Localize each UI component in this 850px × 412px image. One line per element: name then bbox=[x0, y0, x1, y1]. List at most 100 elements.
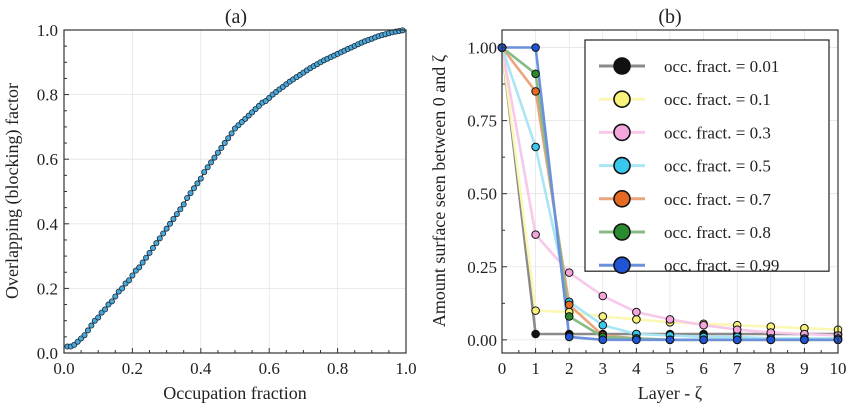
panel-b-y-tick-label: 0.75 bbox=[467, 112, 497, 131]
panel-a-x-tick-label: 1.0 bbox=[395, 359, 416, 378]
panel-b-data-point bbox=[632, 307, 641, 317]
legend-marker-swatch bbox=[613, 90, 631, 108]
panel-a-data-point bbox=[228, 130, 235, 137]
panel-a-grid bbox=[63, 29, 407, 354]
panel-b-x-tick-label: 9 bbox=[800, 359, 809, 378]
panel-b-data-point bbox=[665, 335, 675, 345]
panel-b-data-point bbox=[632, 335, 641, 345]
panel-b-y-tick-label: 0.00 bbox=[467, 331, 497, 350]
panel-a-data-point bbox=[190, 185, 197, 192]
panel-b-data-point bbox=[564, 312, 574, 321]
panel-a-data-point bbox=[180, 201, 187, 208]
panel-a-y-tick-label: 0.8 bbox=[37, 86, 58, 105]
panel-a-ticks: 0.0 0.2 0.4 0.6 0.8 1.0 0.0 0.2 0.4 0.6 0.8 1.0 bbox=[37, 21, 417, 378]
legend-marker-swatch bbox=[613, 223, 631, 241]
legend-label: occ. fract. = 0.5 bbox=[664, 157, 771, 176]
panel-b-data-point bbox=[564, 300, 574, 310]
panel-b-x-tick-label: 5 bbox=[666, 359, 675, 378]
panel-b-y-tick-label: 1.00 bbox=[467, 39, 497, 58]
panel-a-data-point bbox=[129, 272, 136, 279]
panel-a-data-point bbox=[112, 293, 119, 300]
panel-b-x-tick-label: 10 bbox=[830, 359, 847, 378]
panel-b-data-point bbox=[598, 312, 608, 321]
panel-b-x-tick-label: 0 bbox=[498, 359, 507, 378]
panel-a-plot-area bbox=[64, 27, 406, 350]
legend-label: occ. fract. = 0.99 bbox=[664, 256, 779, 275]
panel-a-data-point bbox=[143, 254, 150, 261]
panel-a-data-point bbox=[211, 154, 218, 161]
panel-a-x-tick-label: 0.2 bbox=[122, 359, 143, 378]
panel-a-data-point bbox=[153, 240, 160, 247]
panel-a-y-axis-label: Overlapping (blocking) factor bbox=[2, 83, 23, 299]
panel-a-data-point bbox=[160, 230, 167, 237]
panel-a-data-point bbox=[187, 190, 194, 197]
panel-b-x-tick-label: 4 bbox=[632, 359, 641, 378]
legend-marker-swatch bbox=[613, 57, 631, 75]
panel-a-data-point bbox=[194, 180, 201, 187]
panel-b-x-tick-label: 1 bbox=[531, 359, 540, 378]
panel-b-data-point bbox=[699, 320, 708, 330]
panel-a-data-point bbox=[88, 322, 95, 329]
legend-marker-swatch bbox=[613, 156, 631, 175]
panel-a-data-point bbox=[173, 211, 180, 218]
panel-a-data-point bbox=[177, 206, 184, 213]
legend-label: occ. fract. = 0.7 bbox=[664, 190, 771, 209]
panel-a-data-point bbox=[139, 259, 146, 266]
panel-a-data-point bbox=[163, 225, 170, 232]
panel-a-data-point bbox=[221, 140, 228, 147]
legend-marker-swatch bbox=[613, 123, 631, 142]
panel-a-data-point bbox=[108, 298, 115, 305]
panel-b-data-point bbox=[699, 335, 708, 345]
panel-a-data-point bbox=[81, 332, 88, 339]
panel-a-y-tick-label: 0.4 bbox=[37, 215, 59, 234]
panel-a-x-tick-label: 0.6 bbox=[259, 359, 280, 378]
legend-label: occ. fract. = 0.1 bbox=[664, 90, 771, 109]
panel-a-x-tick-label: 0.0 bbox=[53, 359, 74, 378]
panel-b-x-tick-label: 2 bbox=[565, 359, 574, 378]
panel-a-data-point bbox=[84, 327, 91, 334]
panel-b-x-tick-label: 7 bbox=[733, 359, 742, 378]
panel-b-data-point bbox=[531, 87, 540, 96]
panel-a-data-point bbox=[208, 159, 215, 166]
legend-marker-swatch bbox=[613, 256, 631, 275]
legend-label: occ. fract. = 0.8 bbox=[664, 223, 771, 242]
panel-a-data-point bbox=[197, 175, 204, 182]
panel-a-y-tick-label: 0.6 bbox=[37, 150, 58, 169]
panel-a-data-point bbox=[184, 194, 191, 201]
panel-b-data-point bbox=[732, 335, 742, 345]
panel-b-y-tick-label: 0.25 bbox=[467, 258, 497, 277]
panel-b-data-point bbox=[531, 230, 540, 239]
panel-b-data-point bbox=[732, 325, 742, 334]
panel-a-data-point bbox=[218, 144, 225, 151]
panel-a-data-point bbox=[149, 245, 156, 252]
panel-a-data-point bbox=[201, 169, 208, 176]
panel-a-title: (a) bbox=[225, 6, 247, 28]
panel-b-y-axis-label: Amount surface seen between 0 and ζ bbox=[429, 54, 449, 327]
legend-marker-swatch bbox=[613, 190, 631, 208]
panel-a-data-point bbox=[102, 306, 109, 313]
panel-a-y-tick-label: 1.0 bbox=[37, 21, 58, 40]
panel-b-x-tick-label: 6 bbox=[699, 359, 708, 378]
panel-b-data-point bbox=[598, 320, 608, 330]
panel-b-data-point bbox=[598, 335, 608, 345]
panel-b-title: (b) bbox=[658, 6, 681, 28]
panel-a-data-point bbox=[214, 149, 221, 156]
panel-a-x-axis-label: Occupation fraction bbox=[163, 383, 306, 403]
panel-a-data-point bbox=[167, 220, 174, 227]
panel-a-data-point bbox=[136, 264, 143, 271]
panel-b-chart: (b) 0 1 2 3 4 5 6 7 8 9 10 0.00 0.25 0.50 0.75 1.00 occ… bbox=[429, 6, 847, 403]
panel-a-y-tick-label: 0.2 bbox=[37, 279, 58, 298]
panel-b-plot-area bbox=[497, 43, 843, 345]
legend-label: occ. fract. = 0.3 bbox=[664, 123, 771, 142]
panel-a-x-tick-label: 0.8 bbox=[327, 359, 348, 378]
panel-a-data-point bbox=[170, 215, 177, 222]
panel-b-data-point bbox=[665, 315, 675, 324]
panel-a-x-tick-label: 0.4 bbox=[190, 359, 212, 378]
panel-b-data-point bbox=[598, 291, 608, 301]
panel-b-data-point bbox=[531, 69, 540, 79]
panel-a-data-point bbox=[156, 235, 163, 242]
panel-a-data-point bbox=[225, 135, 232, 142]
panel-b-x-axis-label: Layer - ζ bbox=[638, 383, 703, 403]
panel-a-frame bbox=[63, 29, 407, 354]
